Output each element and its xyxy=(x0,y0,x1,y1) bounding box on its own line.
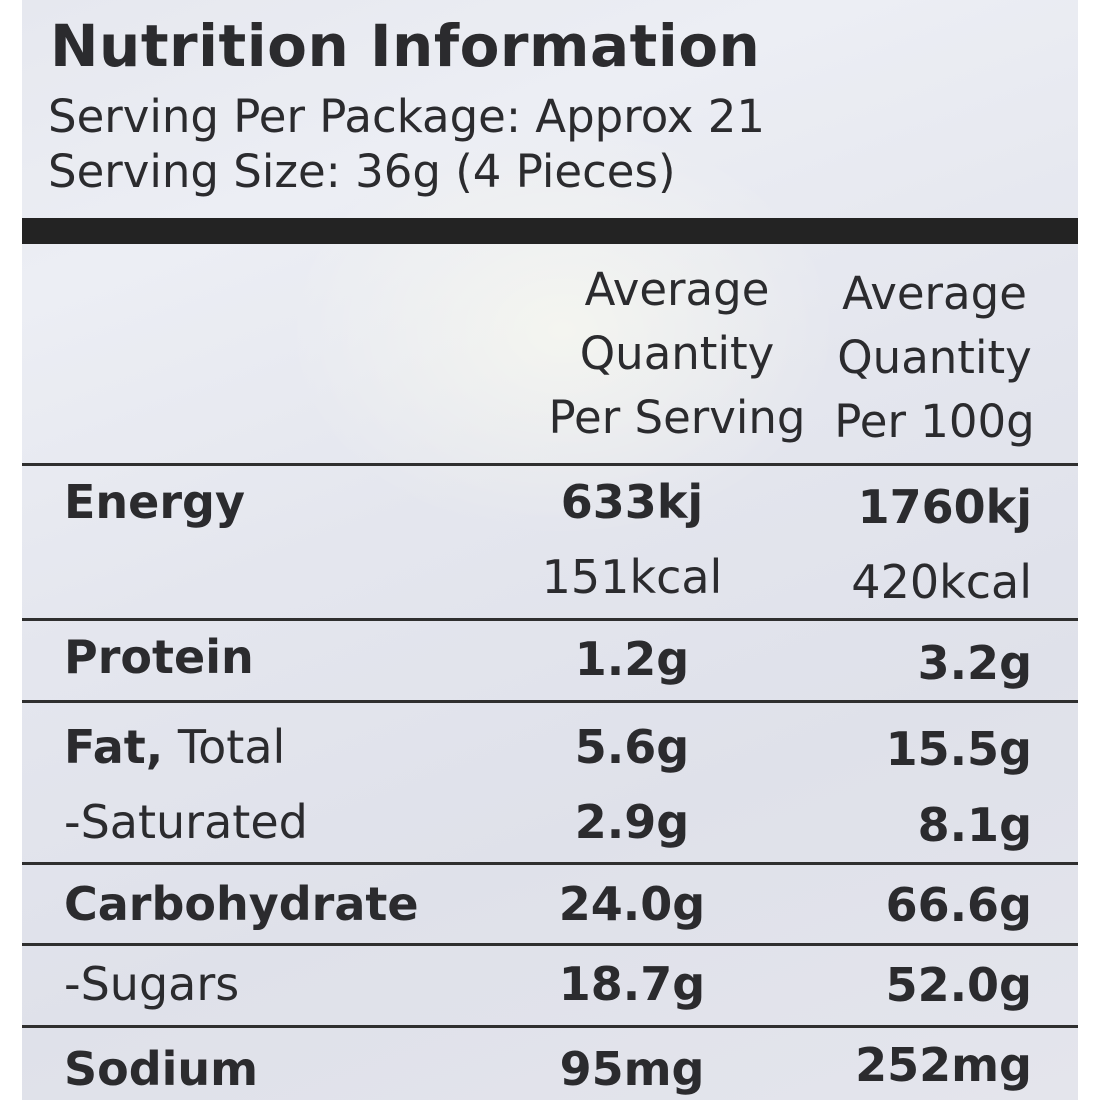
row-divider xyxy=(22,700,1078,703)
row-divider xyxy=(22,618,1078,621)
nutrient-label-carbohydrate: Carbohydrate xyxy=(64,877,419,931)
column-header-line: Quantity xyxy=(579,327,775,380)
fat-total-per-100g: 15.5g xyxy=(885,722,1032,776)
energy-kj-per-100g: 1760kj xyxy=(857,480,1032,534)
energy-kcal-per-100g: 420kcal xyxy=(851,555,1032,609)
nutrient-label-protein: Protein xyxy=(64,630,254,684)
sodium-per-serving: 95mg xyxy=(559,1042,705,1096)
header-divider xyxy=(22,218,1078,244)
nutrient-label-sugars: -Sugars xyxy=(64,957,240,1011)
fat-total-per-serving: 5.6g xyxy=(574,720,690,774)
saturated-per-100g: 8.1g xyxy=(917,798,1032,852)
serving-size: Serving Size: 36g (4 Pieces) xyxy=(48,145,676,198)
row-divider xyxy=(22,463,1078,466)
protein-per-serving: 1.2g xyxy=(574,632,690,686)
carbohydrate-per-100g: 66.6g xyxy=(885,878,1032,932)
carbohydrate-per-serving: 24.0g xyxy=(558,877,706,931)
protein-per-100g: 3.2g xyxy=(917,636,1032,690)
nutrient-label-sodium: Sodium xyxy=(64,1042,259,1096)
column-header-line: Average xyxy=(842,267,1027,320)
nutrient-label-energy: Energy xyxy=(64,475,245,529)
row-divider xyxy=(22,862,1078,865)
nutrient-label-fat-total: Fat, Total xyxy=(64,720,285,774)
sodium-per-100g: 252mg xyxy=(855,1038,1032,1092)
energy-kj-per-serving: 633kj xyxy=(560,475,704,529)
fat-label-rest: Total xyxy=(163,720,286,774)
energy-kcal-per-serving: 151kcal xyxy=(541,550,723,604)
nutrient-label-saturated: -Saturated xyxy=(64,795,308,849)
column-header-line: Quantity xyxy=(837,331,1032,384)
saturated-per-serving: 2.9g xyxy=(574,795,690,849)
sugars-per-100g: 52.0g xyxy=(885,958,1032,1012)
nutrition-panel: Nutrition Information Serving Per Packag… xyxy=(22,0,1078,1100)
row-divider xyxy=(22,1025,1078,1028)
column-header-per-100g: Average Quantity Per 100g xyxy=(812,262,1057,454)
servings-per-package: Serving Per Package: Approx 21 xyxy=(48,90,766,143)
column-header-line: Per 100g xyxy=(834,395,1035,448)
column-header-line: Average xyxy=(584,263,770,316)
column-header-line: Per Serving xyxy=(548,391,806,444)
sugars-per-serving: 18.7g xyxy=(558,957,706,1011)
column-header-per-serving: Average Quantity Per Serving xyxy=(527,258,827,450)
fat-label-bold: Fat, xyxy=(64,720,164,774)
row-divider xyxy=(22,943,1078,946)
panel-title: Nutrition Information xyxy=(50,12,761,80)
